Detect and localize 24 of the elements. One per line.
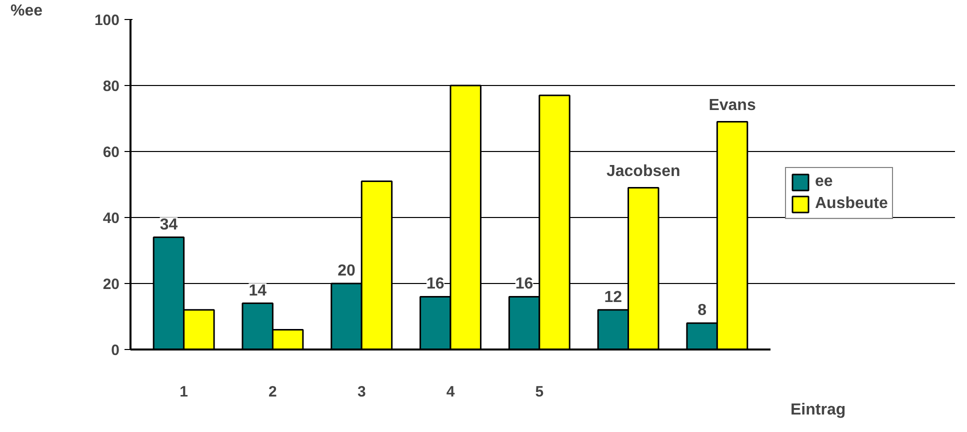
y-tick-label: 60	[102, 144, 120, 161]
data-label: 16	[515, 276, 534, 293]
x-tick-label: 1	[180, 384, 188, 400]
x-tick-label: 4	[446, 384, 456, 400]
data-label: 8	[698, 302, 707, 320]
data-label: 16	[426, 276, 444, 293]
data-label: Jacobsen	[606, 162, 680, 180]
data-label: Evans	[708, 96, 756, 114]
x-tick-label: 5	[535, 384, 544, 400]
data-label: 20	[338, 262, 356, 280]
legend-label: Ausbeute	[815, 195, 888, 213]
y-tick-label: 20	[102, 276, 120, 293]
data-label: 12	[604, 288, 622, 306]
x-tick-label: 2	[268, 384, 277, 400]
y-axis-title: %ee	[10, 2, 43, 20]
y-tick-label: 0	[111, 342, 120, 359]
y-tick-label: 100	[94, 12, 120, 29]
data-label: 34	[160, 216, 178, 234]
y-tick-label: 80	[102, 78, 120, 95]
x-tick-label: 3	[357, 384, 366, 400]
x-axis-title: Eintrag	[790, 402, 846, 418]
data-label: 14	[248, 282, 267, 300]
y-tick-label: 40	[102, 210, 120, 227]
legend-label: ee	[815, 173, 834, 191]
